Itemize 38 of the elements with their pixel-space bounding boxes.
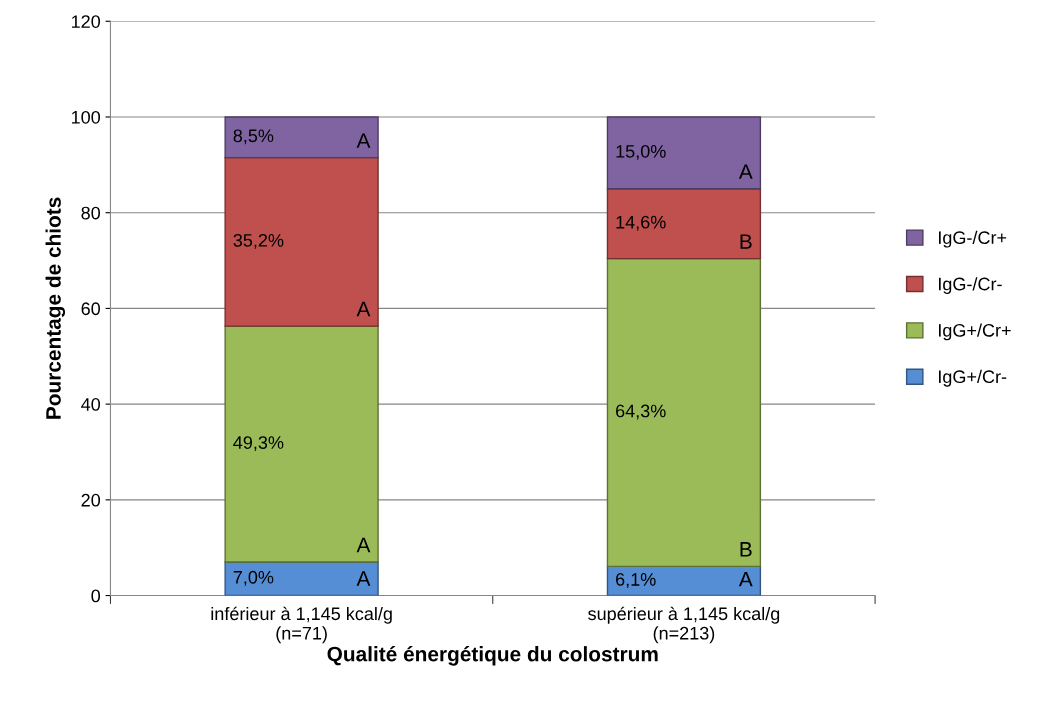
bar: [606, 116, 762, 190]
y-tick-label: 60: [81, 302, 101, 316]
bar: [224, 561, 379, 596]
annotation: A: [738, 572, 753, 587]
annotation: A: [356, 301, 371, 317]
x-axis-title: Qualité énergétique du colostrum: [327, 645, 658, 666]
data-label: 35,2%: [233, 233, 284, 249]
annotation: B: [740, 234, 752, 249]
annotation: A: [738, 164, 753, 179]
y-tick-label: 20: [81, 493, 101, 507]
data-label: 15,0%: [616, 144, 666, 160]
legend-label: IgG-/Cr+: [938, 230, 1007, 248]
legend-label: IgG-/Cr-: [938, 277, 1002, 294]
legend-label: IgG+/Cr-: [938, 369, 1007, 387]
y-tick-label: 40: [81, 398, 101, 411]
annotation: A: [356, 571, 371, 586]
annotation: A: [356, 537, 371, 553]
y-tick-label: 120: [71, 15, 101, 28]
y-tick-label: 100: [71, 110, 101, 124]
legend-label: IgG+/Cr+: [938, 323, 1011, 341]
bar: [606, 257, 762, 568]
data-label: 7,0%: [233, 570, 274, 586]
annotation: B: [740, 542, 752, 557]
data-label: 14,6%: [616, 215, 666, 231]
y-tick-label: 80: [81, 206, 101, 220]
bar: [224, 325, 379, 563]
x-tick-label: supérieur à 1,145 kcal/g (n=213): [588, 606, 780, 644]
data-label: 64,3%: [616, 404, 666, 420]
y-tick-label: 0: [91, 589, 101, 603]
data-label: 49,3%: [233, 436, 284, 452]
y-axis-title: Pourcentage de chiots: [45, 197, 66, 419]
bar: [224, 116, 379, 159]
bar: [606, 188, 762, 260]
data-label: 6,1%: [616, 573, 656, 588]
bar: [224, 156, 379, 327]
data-label: 8,5%: [233, 129, 274, 145]
x-tick-label: inférieur à 1,145 kcal/g (n=71): [211, 606, 392, 644]
annotation: A: [356, 133, 371, 148]
